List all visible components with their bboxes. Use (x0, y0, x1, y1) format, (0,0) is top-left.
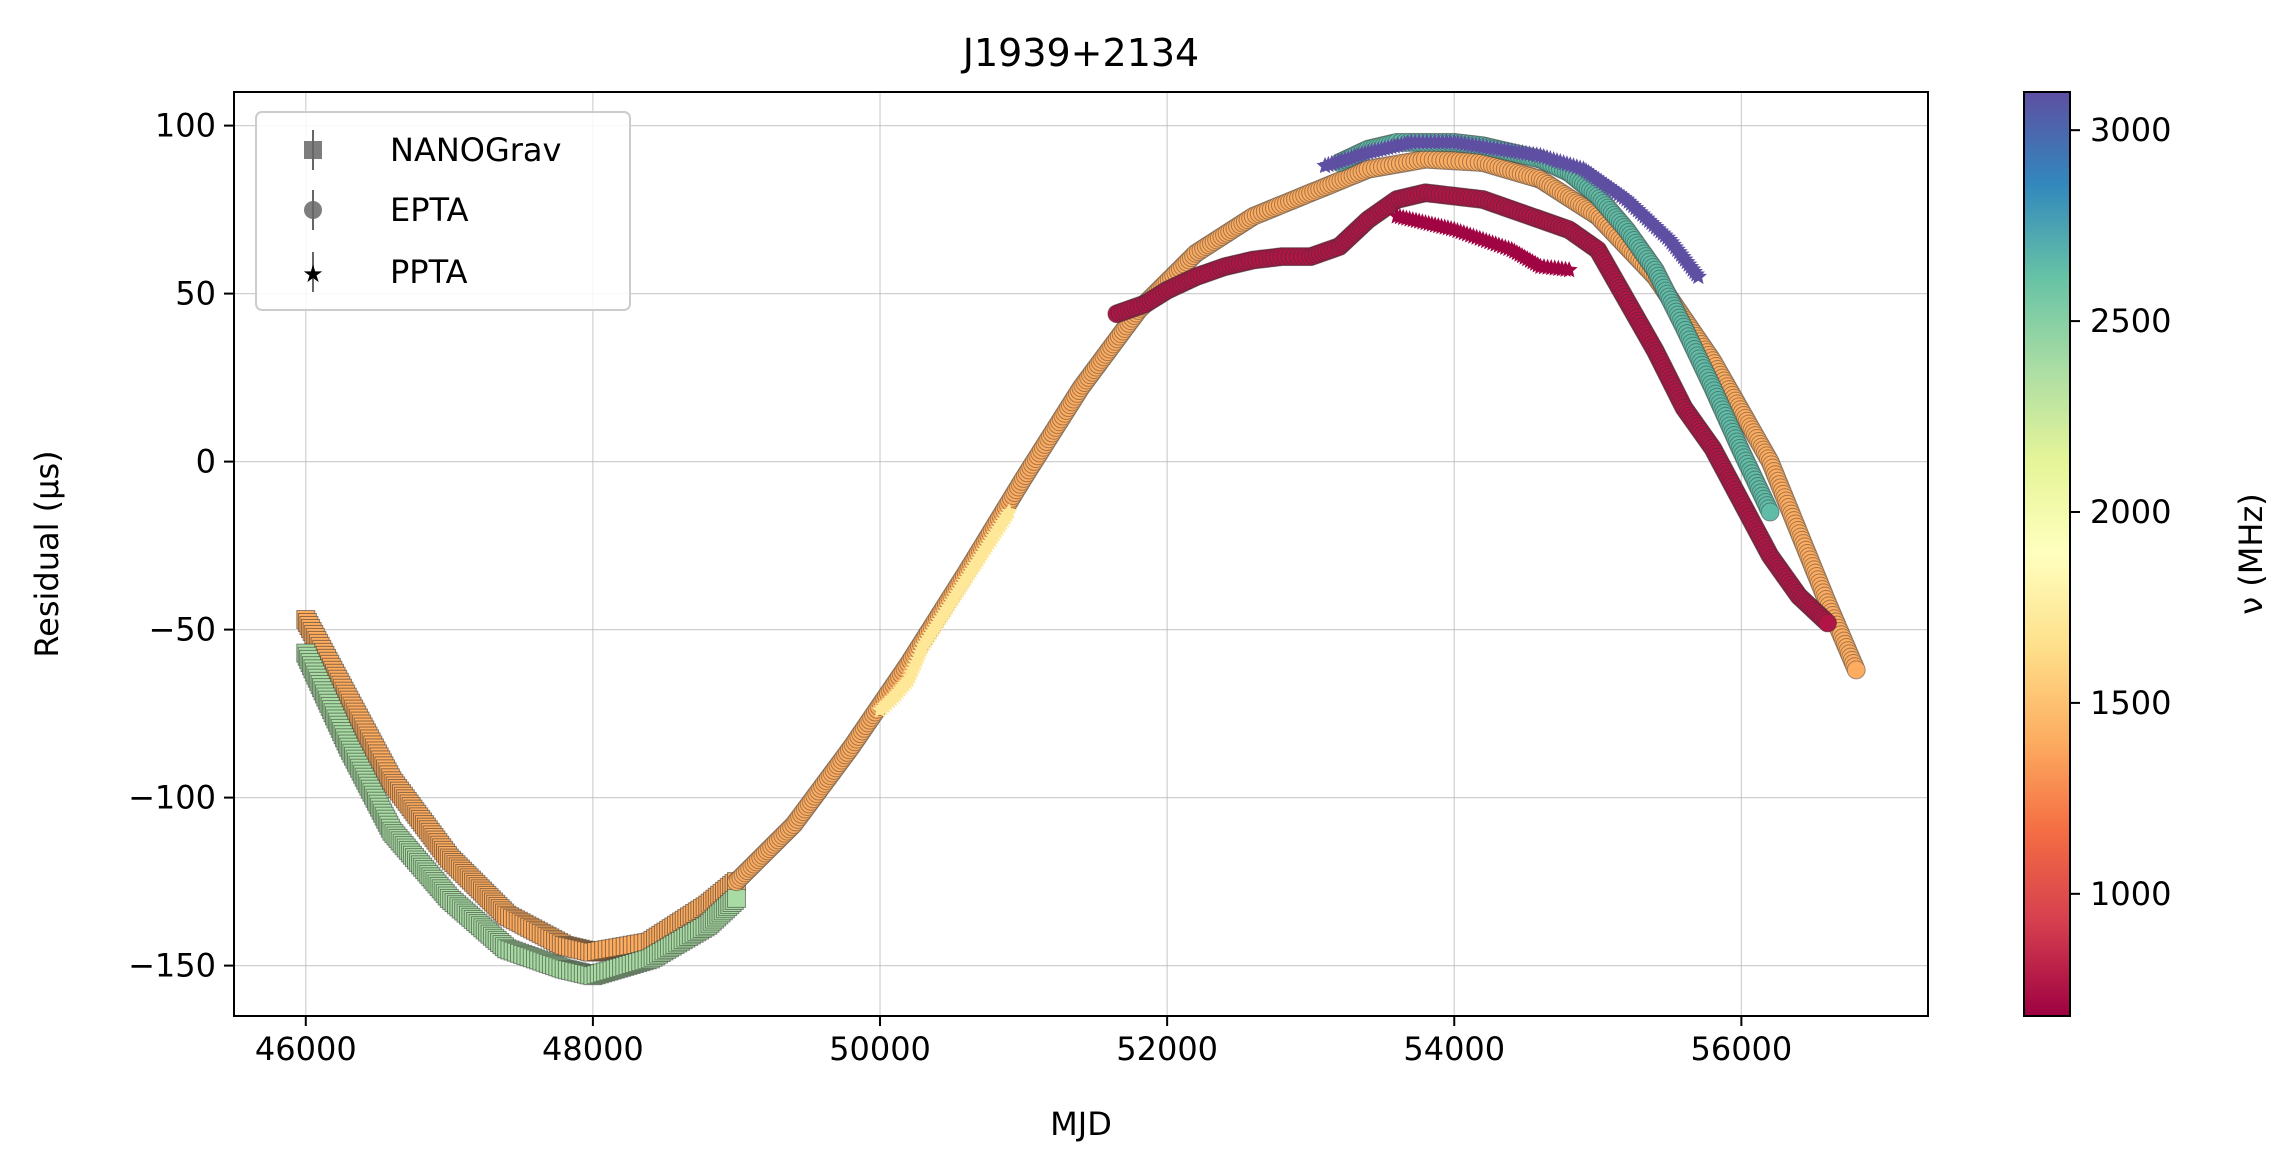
legend-entry-epta: EPTA (304, 190, 469, 230)
legend-label: NANOGrav (390, 131, 561, 169)
colorbar (2023, 91, 2071, 1017)
legend-label: EPTA (390, 191, 469, 229)
data-series (296, 132, 1866, 986)
x-tick-label: 54000 (1403, 1030, 1505, 1068)
x-axis-ticks: 46000 48000 50000 52000 54000 56000 (255, 1016, 1792, 1068)
legend-entry-ppta: ★ PPTA (302, 252, 468, 292)
data-point-star (1000, 503, 1018, 520)
series-ppta-1700mhz (871, 503, 1018, 718)
data-point-square (726, 888, 746, 908)
series-epta-760mhz (1107, 183, 1838, 633)
series-nanograv-2380mhz (296, 643, 746, 986)
x-axis-label: MJD (1050, 1105, 1112, 1143)
x-tick-label: 50000 (829, 1030, 931, 1068)
data-point-star (1560, 261, 1578, 278)
legend-circle-marker (304, 201, 322, 219)
legend: NANOGrav EPTA ★ PPTA (255, 111, 631, 311)
y-axis-ticks: −150 −100 −50 0 50 100 (128, 107, 234, 985)
data-point-circle (1818, 613, 1838, 633)
colorbar-tick-label: 1000 (2090, 875, 2171, 913)
y-axis-label: Residual (μs) (28, 450, 66, 657)
legend-box (255, 111, 631, 311)
x-tick-label: 46000 (255, 1030, 357, 1068)
colorbar-tick-label: 2500 (2090, 302, 2171, 340)
y-tick-label: 100 (155, 107, 216, 145)
colorbar-tick-label: 3000 (2090, 111, 2171, 149)
data-point-star (1689, 267, 1707, 285)
colorbar-tick-label: 2000 (2090, 493, 2171, 531)
y-tick-label: −100 (128, 779, 216, 817)
legend-star-marker: ★ (302, 260, 324, 288)
x-tick-label: 48000 (542, 1030, 644, 1068)
y-tick-label: 50 (175, 275, 216, 313)
x-tick-label: 52000 (1116, 1030, 1218, 1068)
data-point-circle (1760, 502, 1780, 522)
colorbar-tick-label: 1500 (2090, 684, 2171, 722)
y-tick-label: −150 (128, 947, 216, 985)
colorbar-ticks: 1000 1500 2000 2500 3000 (2070, 111, 2171, 913)
data-point-circle (1846, 660, 1866, 680)
legend-square-marker (304, 141, 322, 159)
x-tick-label: 56000 (1690, 1030, 1792, 1068)
legend-label: PPTA (390, 253, 468, 291)
series-nanograv-1400mhz (296, 610, 746, 962)
legend-entry-nanograv: NANOGrav (304, 130, 561, 170)
chart-title: J1939+2134 (961, 31, 1199, 75)
grid (234, 92, 1928, 1016)
y-tick-label: 0 (196, 443, 216, 481)
colorbar-label: ν (MHz) (2232, 493, 2270, 614)
plot-frame (233, 91, 1929, 1017)
series-ppta-690mhz (1388, 207, 1578, 278)
y-tick-label: −50 (148, 611, 216, 649)
series-ppta-3100mhz (1316, 133, 1707, 285)
